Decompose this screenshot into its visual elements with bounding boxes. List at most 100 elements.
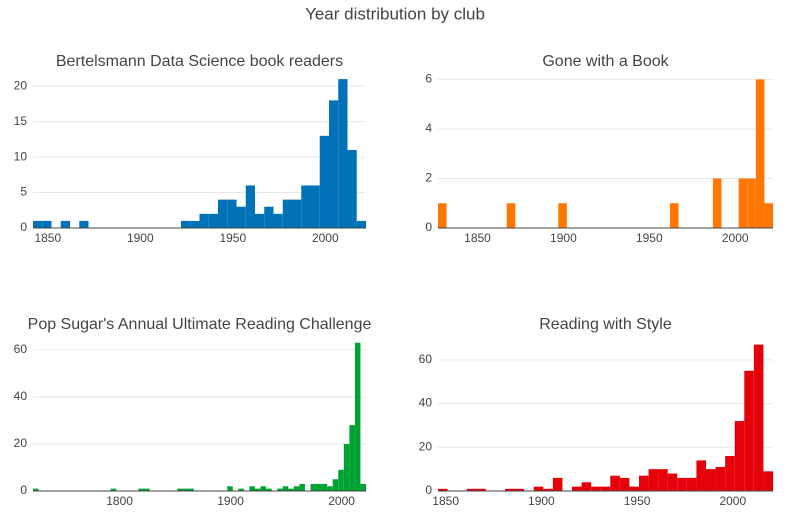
- bar: [572, 486, 582, 491]
- bar: [581, 482, 592, 491]
- x-tick-label: 1850: [34, 231, 61, 245]
- subplot-title: Reading with Style: [539, 316, 672, 333]
- bar: [33, 220, 43, 228]
- bar: [177, 488, 183, 491]
- bar: [734, 421, 745, 491]
- x-tick-label: 1950: [624, 494, 651, 508]
- bar: [332, 479, 339, 491]
- bar: [552, 477, 563, 491]
- bar: [255, 213, 265, 228]
- bar: [354, 342, 361, 491]
- bar: [338, 79, 348, 228]
- bar: [543, 488, 553, 491]
- y-tick-label: 2: [425, 171, 432, 185]
- bar: [648, 469, 659, 491]
- bar: [667, 473, 678, 491]
- x-tick-label: 2000: [719, 494, 746, 508]
- x-tick-label: 1900: [550, 231, 577, 245]
- x-tick-label: 1950: [219, 231, 246, 245]
- bar: [208, 213, 218, 228]
- bar: [181, 220, 191, 228]
- bar: [299, 483, 305, 491]
- bar: [264, 206, 274, 228]
- bar: [744, 370, 754, 491]
- bar: [227, 486, 233, 491]
- bar: [301, 185, 311, 228]
- y-tick-label: 20: [14, 78, 28, 92]
- x-tick-label: 2000: [722, 231, 749, 245]
- bar: [249, 486, 255, 491]
- y-tick-label: 60: [419, 352, 433, 366]
- bar: [466, 488, 477, 491]
- bar: [319, 135, 329, 228]
- bar: [327, 486, 333, 491]
- x-tick-label: 1950: [636, 231, 663, 245]
- bar: [558, 203, 567, 228]
- bar: [288, 488, 294, 491]
- bar: [755, 79, 765, 228]
- bar: [763, 471, 773, 491]
- bar: [144, 488, 150, 491]
- bar: [753, 344, 764, 491]
- y-tick-label: 0: [20, 483, 27, 497]
- bar: [182, 488, 189, 491]
- bar: [60, 220, 70, 228]
- bar: [310, 483, 317, 491]
- bar: [282, 199, 292, 228]
- bar: [266, 488, 272, 491]
- figure-title: Year distribution by club: [305, 4, 485, 23]
- bar: [188, 488, 194, 491]
- y-tick-label: 0: [425, 483, 432, 497]
- bar: [33, 488, 39, 491]
- bar: [686, 477, 697, 491]
- x-tick-label: 1900: [127, 231, 154, 245]
- bar: [677, 477, 687, 491]
- bar: [696, 460, 706, 491]
- bar: [629, 486, 639, 491]
- x-tick-label: 1850: [464, 231, 491, 245]
- bar: [236, 206, 246, 228]
- bar: [712, 178, 722, 228]
- bar: [277, 488, 283, 491]
- x-tick-label: 1850: [432, 494, 459, 508]
- y-tick-label: 40: [14, 389, 28, 403]
- bar: [349, 425, 355, 491]
- bar: [110, 488, 117, 491]
- bar: [438, 488, 448, 491]
- bar: [506, 203, 516, 228]
- bar: [218, 199, 228, 228]
- bar: [591, 486, 601, 491]
- x-tick-label: 2000: [328, 494, 355, 508]
- bar: [533, 486, 544, 491]
- bar: [343, 443, 350, 491]
- y-tick-label: 4: [425, 121, 432, 135]
- y-tick-label: 6: [425, 72, 432, 86]
- subplot-title: Pop Sugar's Annual Ultimate Reading Chal…: [28, 316, 372, 333]
- bar: [282, 486, 289, 491]
- bar: [138, 488, 144, 491]
- y-tick-label: 15: [14, 114, 28, 128]
- subplot-title: Gone with a Book: [542, 53, 669, 70]
- bar: [706, 469, 716, 491]
- bar: [42, 220, 52, 228]
- bar: [610, 475, 620, 491]
- bar: [238, 488, 244, 491]
- y-tick-label: 5: [20, 185, 27, 199]
- bar: [245, 185, 255, 228]
- bar: [619, 477, 630, 491]
- bar: [190, 220, 200, 228]
- bar: [273, 213, 283, 228]
- bar: [321, 483, 328, 491]
- bar: [199, 213, 209, 228]
- bar: [639, 475, 649, 491]
- bar: [255, 488, 261, 491]
- bar: [600, 486, 611, 491]
- bar: [725, 456, 735, 491]
- bar: [658, 469, 668, 491]
- bar: [514, 488, 525, 491]
- bar: [764, 203, 773, 228]
- bar: [738, 178, 748, 228]
- bar: [260, 486, 267, 491]
- subplot-title: Bertelsmann Data Science book readers: [56, 53, 343, 70]
